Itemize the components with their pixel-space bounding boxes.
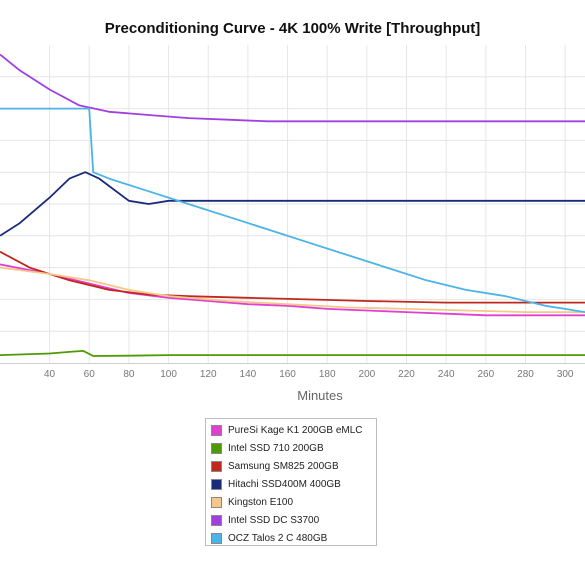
x-tick-label: 160 [279,369,296,380]
x-tick-label: 80 [123,369,135,380]
chart-title: Preconditioning Curve - 4K 100% Write [T… [104,20,481,37]
x-tick-label: 120 [200,369,217,380]
x-tick-labels: 40 60 80 100 120 140 160 180 200 220 240 260 280 300 [44,369,574,380]
legend-label: OCZ Talos 2 C 480GB [228,532,328,544]
legend-label: Intel SSD 710 200GB [228,442,324,454]
x-tick-label: 140 [240,369,257,380]
series-line-ocz-talos-2-c-480gb [0,107,585,313]
x-tick-label: 240 [438,369,455,380]
series-line-samsung-sm825-200gb [0,250,585,304]
x-axis-label: Minutes [297,388,343,403]
series-line-intel-ssd-710-200gb [0,349,585,357]
legend-item[interactable]: Hitachi SSD400M 400GB [211,475,376,493]
legend: PureSi Kage K1 200GB eMLC Intel SSD 710 2… [205,418,377,546]
legend-label: Kingston E100 [228,496,294,508]
x-tick-label: 200 [359,369,376,380]
legend-label: PureSi Kage K1 200GB eMLC [228,424,363,436]
legend-item[interactable]: Kingston E100 [211,493,376,511]
legend-label: Samsung SM825 200GB [228,460,339,472]
legend-label: Intel SSD DC S3700 [228,514,320,526]
series-line-intel-ssd-dc-s3700 [0,53,585,123]
legend-swatch [211,478,222,490]
series-line-kingston-e100 [0,266,585,314]
series-lines [0,53,585,357]
legend-item[interactable]: PureSi Kage K1 200GB eMLC [211,421,376,439]
legend-item[interactable]: Intel SSD DC S3700 [211,511,376,529]
legend-label: Hitachi SSD400M 400GB [228,478,341,490]
x-tick-label: 100 [160,369,177,380]
legend-item[interactable]: Samsung SM825 200GB [211,457,376,475]
legend-swatch [211,442,222,454]
legend-swatch [211,532,222,544]
x-tick-label: 280 [517,369,534,380]
legend-item[interactable]: OCZ Talos 2 C 480GB [211,529,376,547]
x-tick-label: 60 [84,369,96,380]
x-tick-label: 260 [478,369,495,380]
legend-swatch [211,514,222,526]
legend-swatch [211,424,222,436]
x-tick-label: 40 [44,369,56,380]
series-line-hitachi-ssd400m-400gb [0,171,585,237]
legend-swatch [211,460,222,472]
legend-item[interactable]: Intel SSD 710 200GB [211,439,376,457]
x-tick-label: 220 [398,369,415,380]
series-line-puresi-kage-k1-200gb-emlc [0,263,585,317]
legend-swatch [211,496,222,508]
x-tick-label: 300 [557,369,574,380]
x-tick-label: 180 [319,369,336,380]
